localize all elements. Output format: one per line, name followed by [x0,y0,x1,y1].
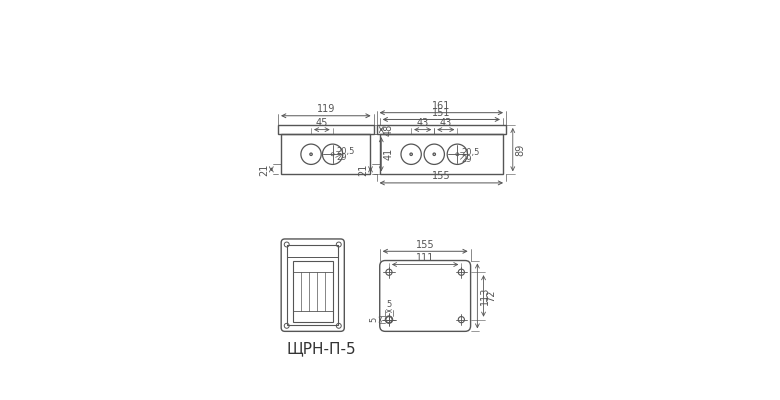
Bar [287,245,339,325]
Bar [287,245,339,258]
Text: 20,5: 20,5 [336,147,355,156]
Text: ЩРН-П-5: ЩРН-П-5 [286,342,356,357]
Text: 89: 89 [516,144,525,156]
Text: 45: 45 [316,118,328,128]
Bar [377,125,506,134]
Text: 151: 151 [432,108,451,118]
Text: 29: 29 [461,155,472,164]
Text: 111: 111 [416,253,434,263]
Text: 155: 155 [432,171,451,181]
Text: 43: 43 [417,118,429,128]
Bar [292,260,332,322]
Bar [281,134,370,174]
Text: 41: 41 [384,148,394,160]
Text: 119: 119 [317,104,335,114]
Text: 43: 43 [440,118,452,128]
Text: 21: 21 [260,163,269,176]
Text: 161: 161 [432,101,451,111]
Text: 48: 48 [384,124,394,136]
Bar [380,134,503,174]
Text: 20,5: 20,5 [461,148,480,157]
Text: 5: 5 [370,317,379,322]
Text: 5: 5 [386,300,392,310]
Text: 21: 21 [359,163,369,176]
Text: 113: 113 [480,287,490,305]
Text: 155: 155 [416,240,434,250]
Bar [278,125,374,134]
Text: 29: 29 [336,153,347,162]
Text: 72: 72 [486,290,496,302]
